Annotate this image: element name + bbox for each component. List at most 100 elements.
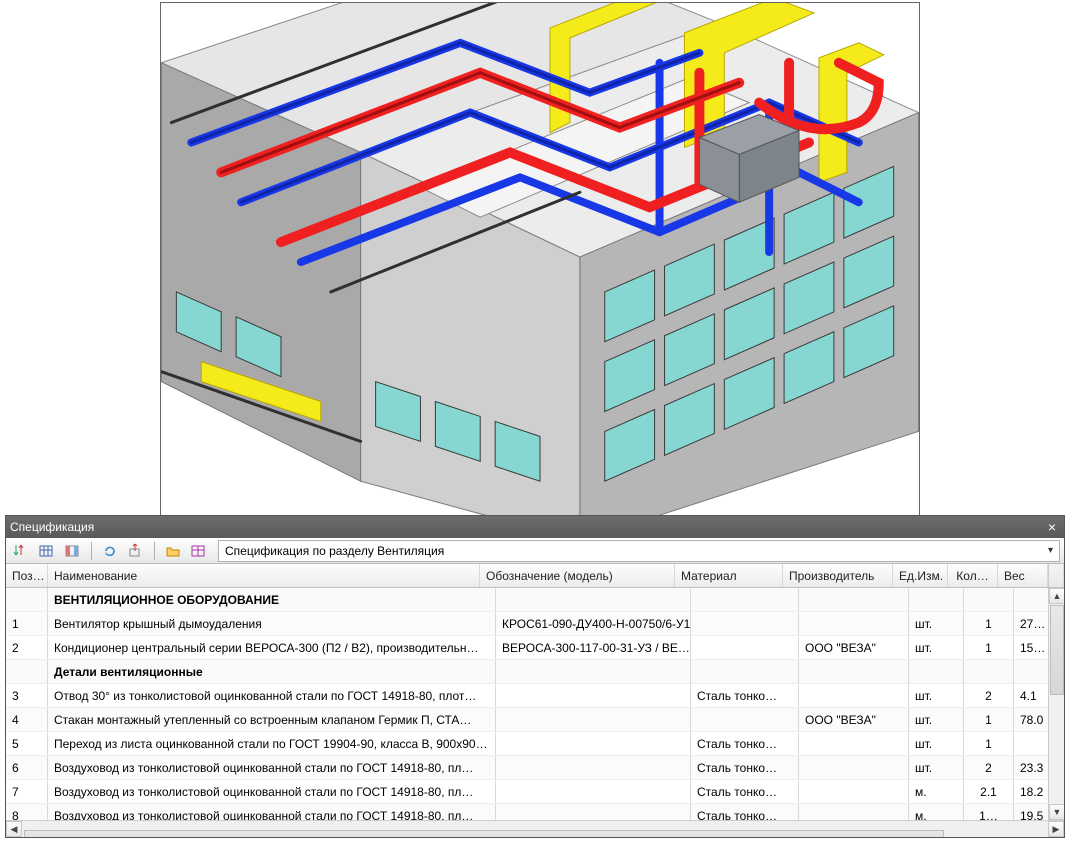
table-row[interactable]: Детали вентиляционные — [6, 660, 1064, 684]
table-row[interactable]: ВЕНТИЛЯЦИОННОЕ ОБОРУДОВАНИЕ — [6, 588, 1064, 612]
cell: 1 — [964, 612, 1014, 635]
cell: Сталь тонко… — [691, 684, 799, 707]
cell: 1 — [964, 636, 1014, 659]
cell — [496, 660, 691, 683]
cell — [799, 684, 909, 707]
col-pos[interactable]: Поз… — [6, 564, 48, 587]
cell: 2 — [964, 756, 1014, 779]
table-row[interactable]: 2Кондиционер центральный серии ВЕРОСА-30… — [6, 636, 1064, 660]
grid-refresh-icon[interactable] — [36, 540, 58, 562]
cell: 2.1 — [964, 780, 1014, 803]
scroll-right-icon[interactable]: ▶ — [1048, 821, 1064, 837]
cell — [799, 804, 909, 820]
cell — [909, 660, 964, 683]
model-viewport[interactable] — [160, 2, 920, 542]
cell: 7 — [6, 780, 48, 803]
cell: 3 — [6, 684, 48, 707]
col-model[interactable]: Обозначение (модель) — [480, 564, 675, 587]
chevron-down-icon: ▾ — [1048, 545, 1053, 556]
cell: Стакан монтажный утепленный со встроенны… — [48, 708, 496, 731]
cell: Сталь тонко… — [691, 780, 799, 803]
specification-panel: Спецификация × Спецификация по разделу В… — [5, 515, 1065, 838]
cell — [496, 756, 691, 779]
cell: ВЕРОСА-300-117-00-31-УЗ / ВЕ… — [496, 636, 691, 659]
cell: шт. — [909, 684, 964, 707]
table-header: Поз… Наименование Обозначение (модель) М… — [6, 564, 1064, 588]
cell: Воздуховод из тонколистовой оцинкованной… — [48, 780, 496, 803]
link-refresh-icon[interactable] — [99, 540, 121, 562]
cell: Сталь тонко… — [691, 804, 799, 820]
cell: Отвод 30° из тонколистовой оцинкованной … — [48, 684, 496, 707]
table-row[interactable]: 7Воздуховод из тонколистовой оцинкованно… — [6, 780, 1064, 804]
panel-titlebar[interactable]: Спецификация × — [6, 516, 1064, 538]
cell — [496, 708, 691, 731]
col-weight[interactable]: Вес — [998, 564, 1048, 587]
horizontal-scrollbar[interactable]: ◀ ▶ — [6, 820, 1064, 837]
cell: м. — [909, 780, 964, 803]
cell — [799, 732, 909, 755]
grid-columns-icon[interactable] — [62, 540, 84, 562]
scroll-down-icon[interactable]: ▼ — [1049, 804, 1064, 820]
cell: Воздуховод из тонколистовой оцинкованной… — [48, 756, 496, 779]
cell: шт. — [909, 732, 964, 755]
col-unit[interactable]: Ед.Изм. — [893, 564, 948, 587]
cell: 1 — [964, 732, 1014, 755]
cell: КРОС61-090-ДУ400-Н-00750/6-У1 — [496, 612, 691, 635]
table-row[interactable]: 4Стакан монтажный утепленный со встроенн… — [6, 708, 1064, 732]
cell: Сталь тонко… — [691, 732, 799, 755]
cell: 1… — [964, 804, 1014, 820]
cell — [799, 660, 909, 683]
cell — [799, 780, 909, 803]
cell: шт. — [909, 708, 964, 731]
cell: ВЕНТИЛЯЦИОННОЕ ОБОРУДОВАНИЕ — [48, 588, 496, 611]
spec-selector-dropdown[interactable]: Спецификация по разделу Вентиляция ▾ — [218, 540, 1060, 562]
table-row[interactable]: 3Отвод 30° из тонколистовой оцинкованной… — [6, 684, 1064, 708]
table-row[interactable]: 6Воздуховод из тонколистовой оцинкованно… — [6, 756, 1064, 780]
cell: 1 — [964, 708, 1014, 731]
spec-table: Поз… Наименование Обозначение (модель) М… — [6, 564, 1064, 837]
cell — [496, 684, 691, 707]
cell — [691, 660, 799, 683]
cell: м. — [909, 804, 964, 820]
cell: Детали вентиляционные — [48, 660, 496, 683]
export-icon[interactable] — [125, 540, 147, 562]
sort-icon[interactable] — [10, 540, 32, 562]
panel-toolbar: Спецификация по разделу Вентиляция ▾ — [6, 538, 1064, 564]
cell — [799, 756, 909, 779]
cell: ООО "ВЕЗА" — [799, 708, 909, 731]
cell: 4 — [6, 708, 48, 731]
cell: Кондиционер центральный серии ВЕРОСА-300… — [48, 636, 496, 659]
scrollbar-header-gap — [1048, 564, 1064, 587]
cell: 5 — [6, 732, 48, 755]
table-row[interactable]: 1Вентилятор крышный дымоудаленияКРОС61-0… — [6, 612, 1064, 636]
cell — [496, 780, 691, 803]
cell — [6, 660, 48, 683]
col-name[interactable]: Наименование — [48, 564, 480, 587]
close-icon[interactable]: × — [1044, 519, 1060, 535]
cell: 6 — [6, 756, 48, 779]
cell: 1 — [6, 612, 48, 635]
cell: Переход из листа оцинкованной стали по Г… — [48, 732, 496, 755]
table-settings-icon[interactable] — [188, 540, 210, 562]
open-icon[interactable] — [162, 540, 184, 562]
cell: шт. — [909, 636, 964, 659]
cell — [799, 612, 909, 635]
cell: Воздуховод из тонколистовой оцинкованной… — [48, 804, 496, 820]
cell — [909, 588, 964, 611]
cell — [496, 804, 691, 820]
scroll-up-icon[interactable]: ▲ — [1049, 588, 1064, 604]
cell — [496, 588, 691, 611]
table-row[interactable]: 8Воздуховод из тонколистовой оцинкованно… — [6, 804, 1064, 820]
vertical-scrollbar[interactable]: ▲ ▼ — [1048, 588, 1064, 820]
cell: 2 — [6, 636, 48, 659]
cell — [964, 660, 1014, 683]
cell: 8 — [6, 804, 48, 820]
table-row[interactable]: 5Переход из листа оцинкованной стали по … — [6, 732, 1064, 756]
cell: Вентилятор крышный дымоудаления — [48, 612, 496, 635]
col-material[interactable]: Материал — [675, 564, 783, 587]
scroll-left-icon[interactable]: ◀ — [6, 821, 22, 837]
cell: шт. — [909, 756, 964, 779]
col-qty[interactable]: Кол… — [948, 564, 998, 587]
col-vendor[interactable]: Производитель — [783, 564, 893, 587]
cell — [799, 588, 909, 611]
